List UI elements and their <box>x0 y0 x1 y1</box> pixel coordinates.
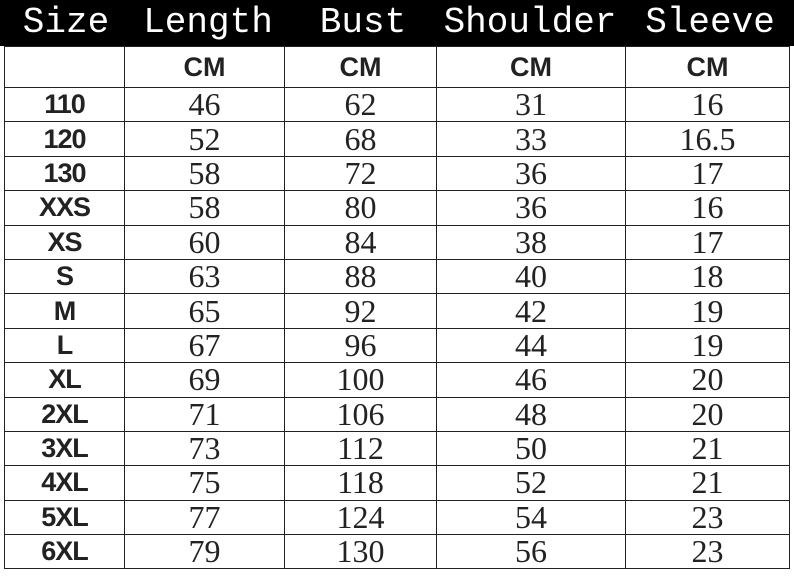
measurement-cell: 80 <box>284 190 437 226</box>
measurement-cell: 36 <box>436 190 626 226</box>
header-size: Size <box>22 2 110 43</box>
table-row: 2XL 71 106 48 20 <box>4 396 790 432</box>
size-cell: 110 <box>4 86 125 123</box>
measurement-cell: 48 <box>436 396 626 432</box>
measurement-cell: 20 <box>625 396 790 432</box>
table-row: 130 58 72 36 17 <box>4 155 790 192</box>
measurement-cell: 106 <box>284 396 437 432</box>
measurement-cell: 23 <box>625 534 790 570</box>
table-row: 120 52 68 33 16.5 <box>4 121 790 157</box>
measurement-cell: 118 <box>284 465 437 501</box>
table-row: 4XL 75 118 52 21 <box>4 465 790 501</box>
size-cell: 3XL <box>4 430 125 467</box>
measurement-cell: 124 <box>284 499 437 536</box>
measurement-cell: 19 <box>625 327 790 364</box>
table-row: XXS 58 80 36 16 <box>4 190 790 226</box>
measurement-cell: CM <box>124 46 285 88</box>
measurement-cell: 100 <box>284 362 437 398</box>
header-sleeve: Sleeve <box>645 2 775 43</box>
size-cell: S <box>4 258 125 295</box>
table-row: S 63 88 40 18 <box>4 258 790 295</box>
measurement-cell: 46 <box>124 86 285 123</box>
measurement-cell: CM <box>284 46 437 88</box>
header-shoulder: Shoulder <box>443 2 617 43</box>
measurement-cell: 71 <box>124 396 285 432</box>
measurement-cell: 21 <box>625 430 790 467</box>
measurement-cell: 84 <box>284 224 437 260</box>
size-cell: 2XL <box>4 396 125 432</box>
measurement-cell: 40 <box>436 258 626 295</box>
measurement-cell: CM <box>625 46 790 88</box>
table-row: 6XL 79 130 56 23 <box>4 534 790 570</box>
measurement-cell: 42 <box>436 293 626 329</box>
measurement-cell: 19 <box>625 293 790 329</box>
measurement-cell: 23 <box>625 499 790 536</box>
measurement-cell: 63 <box>124 258 285 295</box>
measurement-cell: 44 <box>436 327 626 364</box>
measurement-cell: 54 <box>436 499 626 536</box>
measurement-cell: 38 <box>436 224 626 260</box>
header-length: Length <box>143 2 273 43</box>
header-bust: Bust <box>319 2 407 43</box>
measurement-cell: 73 <box>124 430 285 467</box>
size-cell: XS <box>4 224 125 260</box>
measurement-cell: 75 <box>124 465 285 501</box>
size-cell: M <box>4 293 125 329</box>
size-cell: XXS <box>4 190 125 226</box>
size-chart-table: CM CM CM CM 110 46 62 31 16 120 52 68 33 16.5 130 58 72 3… <box>4 46 790 570</box>
size-cell: 5XL <box>4 499 125 536</box>
measurement-cell: 50 <box>436 430 626 467</box>
measurement-cell: 72 <box>284 155 437 192</box>
measurement-cell: 52 <box>436 465 626 501</box>
unit-row: CM CM CM CM <box>4 46 790 88</box>
measurement-cell: 21 <box>625 465 790 501</box>
measurement-cell: 58 <box>124 190 285 226</box>
measurement-cell: 20 <box>625 362 790 398</box>
table-row: 3XL 73 112 50 21 <box>4 430 790 467</box>
measurement-cell: CM <box>436 46 626 88</box>
measurement-cell: 16 <box>625 86 790 123</box>
size-cell: 120 <box>4 121 125 157</box>
table-row: 5XL 77 124 54 23 <box>4 499 790 536</box>
measurement-cell: 17 <box>625 155 790 192</box>
measurement-cell: 68 <box>284 121 437 157</box>
table-row: XS 60 84 38 17 <box>4 224 790 260</box>
table-row: M 65 92 42 19 <box>4 293 790 329</box>
measurement-cell: 16 <box>625 190 790 226</box>
measurement-cell: 88 <box>284 258 437 295</box>
header-band: Size Length Bust Shoulder Sleeve <box>0 0 794 46</box>
table-row: XL 69 100 46 20 <box>4 362 790 398</box>
measurement-cell: 62 <box>284 86 437 123</box>
size-cell: 6XL <box>4 534 125 570</box>
measurement-cell: 130 <box>284 534 437 570</box>
measurement-cell: 96 <box>284 327 437 364</box>
size-cell: XL <box>4 362 125 398</box>
measurement-cell: 79 <box>124 534 285 570</box>
measurement-cell: 18 <box>625 258 790 295</box>
measurement-cell: 36 <box>436 155 626 192</box>
table-row: 110 46 62 31 16 <box>4 86 790 123</box>
measurement-cell: 92 <box>284 293 437 329</box>
measurement-cell: 67 <box>124 327 285 364</box>
measurement-cell: 56 <box>436 534 626 570</box>
measurement-cell: 77 <box>124 499 285 536</box>
measurement-cell: 31 <box>436 86 626 123</box>
table-row: L 67 96 44 19 <box>4 327 790 364</box>
size-cell <box>4 46 125 88</box>
measurement-cell: 60 <box>124 224 285 260</box>
measurement-cell: 58 <box>124 155 285 192</box>
measurement-cell: 16.5 <box>625 121 790 157</box>
measurement-cell: 69 <box>124 362 285 398</box>
measurement-cell: 33 <box>436 121 626 157</box>
measurement-cell: 65 <box>124 293 285 329</box>
measurement-cell: 17 <box>625 224 790 260</box>
size-cell: 4XL <box>4 465 125 501</box>
measurement-cell: 52 <box>124 121 285 157</box>
measurement-cell: 46 <box>436 362 626 398</box>
size-cell: L <box>4 327 125 364</box>
size-cell: 130 <box>4 155 125 192</box>
measurement-cell: 112 <box>284 430 437 467</box>
